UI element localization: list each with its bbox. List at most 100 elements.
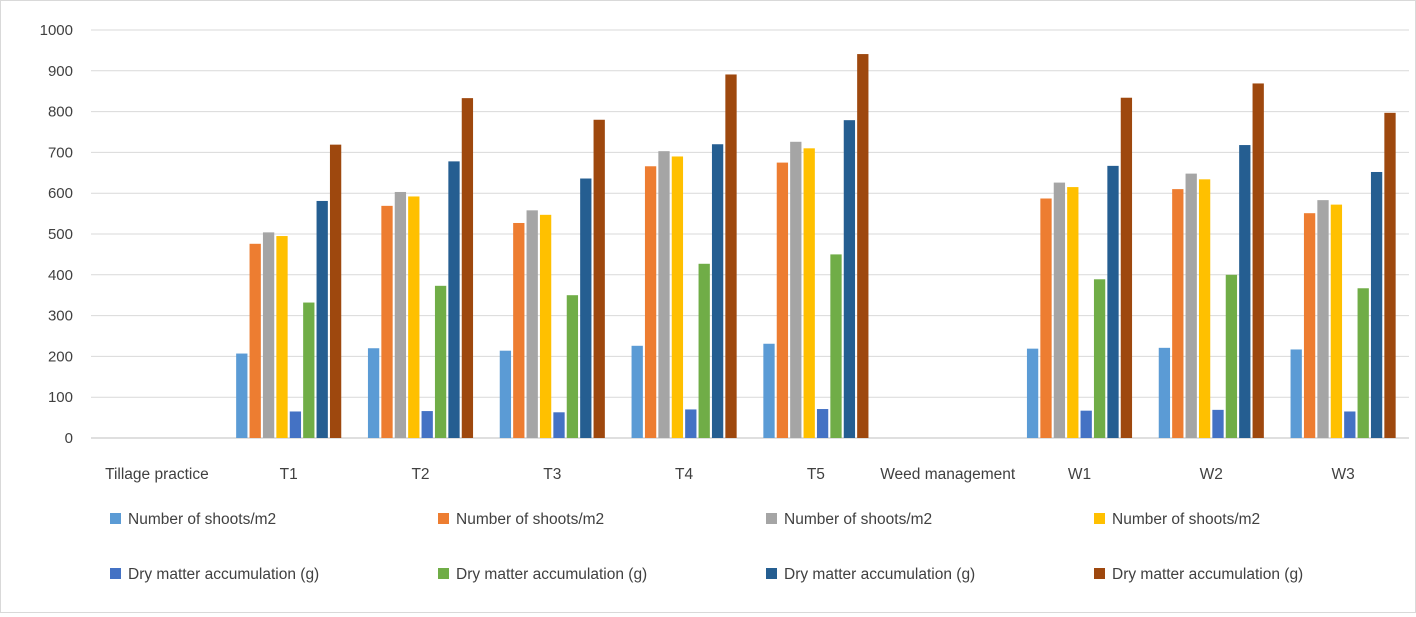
y-tick-label: 500 — [48, 226, 73, 243]
bar — [1239, 145, 1251, 438]
y-tick-label: 200 — [48, 348, 73, 365]
y-tick-label: 600 — [48, 185, 73, 202]
bar — [1067, 187, 1079, 438]
x-tick-label: W1 — [1068, 466, 1091, 483]
x-tick-label: W3 — [1331, 466, 1354, 483]
legend-label: Dry matter accumulation (g) — [1112, 566, 1303, 583]
bar — [763, 343, 775, 438]
y-tick-label: 400 — [48, 267, 73, 284]
legend-label: Number of shoots/m2 — [1112, 511, 1260, 528]
bar — [776, 162, 789, 438]
bar — [1303, 213, 1316, 438]
y-tick-label: 800 — [48, 104, 73, 121]
bar — [1158, 347, 1171, 438]
bar — [1107, 165, 1119, 438]
legend-swatch — [438, 568, 449, 579]
bar — [421, 411, 433, 438]
legend-swatch — [1094, 568, 1105, 579]
bar — [1330, 204, 1343, 438]
bar — [499, 350, 512, 438]
bar — [1198, 179, 1211, 438]
legend-swatch — [766, 513, 777, 524]
legend-swatch — [110, 513, 121, 524]
bar — [1053, 182, 1066, 438]
bar — [249, 243, 261, 438]
legend-layer: Number of shoots/m2 Number of shoots/m2 Nu… — [110, 511, 1303, 583]
bar — [1120, 97, 1133, 438]
bar — [1317, 200, 1329, 438]
bar — [408, 196, 420, 438]
bar — [658, 151, 670, 438]
bar — [790, 141, 802, 439]
bar — [434, 285, 447, 438]
bar — [1093, 279, 1106, 438]
bar — [276, 236, 288, 438]
bar — [262, 232, 275, 438]
bar — [1384, 112, 1396, 438]
legend-label: Number of shoots/m2 — [456, 511, 604, 528]
bars-layer — [236, 54, 1396, 439]
bar — [857, 54, 869, 439]
bar — [843, 120, 856, 438]
bar — [1344, 411, 1356, 438]
bar — [1080, 410, 1092, 438]
bar — [526, 210, 538, 438]
bar — [513, 222, 525, 438]
bar — [725, 74, 737, 439]
x-tick-label: W2 — [1200, 466, 1223, 483]
bar — [236, 353, 248, 438]
legend-label: Number of shoots/m2 — [128, 511, 276, 528]
bar — [685, 409, 697, 438]
x-tick-label: T2 — [411, 466, 429, 483]
y-tick-label: 700 — [48, 144, 73, 161]
grid-layer — [91, 29, 1409, 439]
axis-layer: 0 100 200 300 400 500 600 700 800 900 1000 Tillage … — [40, 22, 1355, 483]
legend-label: Dry matter accumulation (g) — [784, 566, 975, 583]
bar — [631, 345, 643, 438]
bar — [644, 166, 657, 438]
bar — [593, 119, 605, 438]
bar — [1172, 189, 1184, 438]
bar — [711, 144, 724, 439]
bar — [566, 295, 579, 438]
legend-label: Number of shoots/m2 — [784, 511, 932, 528]
bar — [381, 205, 393, 438]
bar — [1252, 83, 1264, 438]
x-tick-label: T1 — [280, 466, 298, 483]
bar — [1290, 349, 1302, 438]
bar — [303, 302, 315, 438]
x-tick-label: T3 — [543, 466, 561, 483]
bar — [1357, 288, 1369, 438]
y-tick-label: 900 — [48, 63, 73, 80]
bar — [448, 161, 460, 438]
y-tick-label: 0 — [65, 430, 73, 447]
legend-label: Dry matter accumulation (g) — [128, 566, 319, 583]
legend-swatch — [438, 513, 449, 524]
bar — [316, 200, 328, 438]
bar — [698, 263, 710, 438]
y-tick-label: 300 — [48, 308, 73, 325]
bar — [289, 411, 302, 438]
bar — [1225, 274, 1238, 438]
bar — [1185, 173, 1197, 438]
bar — [367, 348, 380, 438]
legend-swatch — [766, 568, 777, 579]
bar — [394, 191, 407, 438]
bar — [830, 254, 842, 438]
bar — [816, 409, 829, 438]
bar — [1040, 198, 1052, 438]
bar — [1026, 348, 1039, 438]
legend-label: Dry matter accumulation (g) — [456, 566, 647, 583]
bar — [329, 144, 342, 438]
legend-swatch — [1094, 513, 1105, 524]
legend-swatch — [110, 568, 121, 579]
bar — [1370, 171, 1383, 438]
bar — [1212, 409, 1224, 438]
bar — [803, 148, 815, 438]
x-tick-label: Weed management — [880, 466, 1016, 483]
x-tick-label: T5 — [807, 466, 825, 483]
x-tick-label: Tillage practice — [105, 466, 209, 483]
bar — [553, 412, 565, 438]
